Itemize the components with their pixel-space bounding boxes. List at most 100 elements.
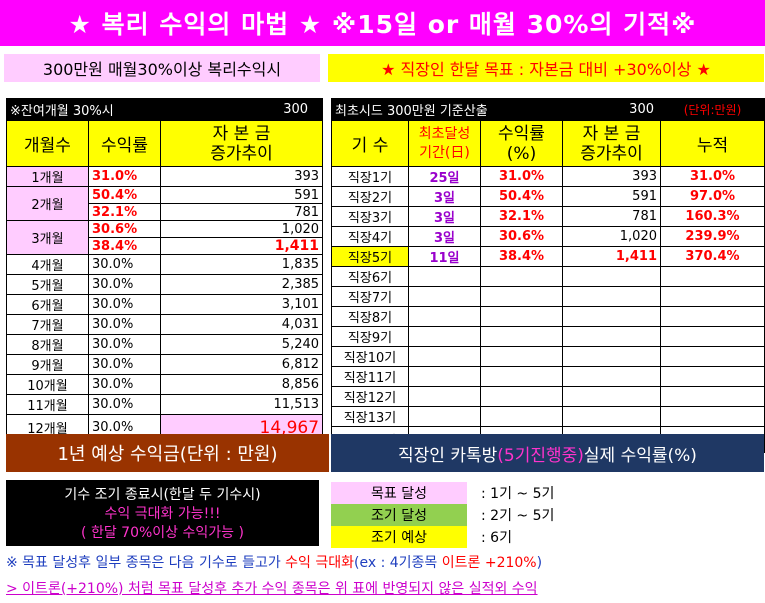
- header-period: 기 수: [331, 120, 409, 167]
- cumulative-cell: 160.3%: [660, 206, 765, 227]
- capital-cell: 1,411: [160, 237, 324, 255]
- month-cell: 10개월: [6, 374, 89, 395]
- rate-cell: 30.6%: [87, 220, 162, 238]
- rate-cell: 50.4%: [87, 186, 162, 204]
- month-cell: 8개월: [6, 334, 89, 355]
- unit-label: (단위:만원): [660, 98, 765, 121]
- status-legend: 목표 달성 : 1기 ~ 5기 조기 달성 : 2기 ~ 5기 조기 예상 : …: [331, 482, 764, 548]
- rate-cell: 32.1%: [87, 203, 162, 221]
- cumulative-cell: 97.0%: [660, 186, 765, 207]
- capital-cell: 1,411: [562, 246, 661, 267]
- legend-value: : 1기 ~ 5기: [481, 486, 555, 502]
- month-cell: 11개월: [6, 394, 89, 415]
- left-table-title: ※잔여개월 30%시: [5, 98, 162, 121]
- capital-cell: 11,513: [160, 394, 324, 415]
- header-rate: 수익률: [87, 120, 162, 167]
- rate-cell: 38.4%: [87, 237, 162, 255]
- month-cell: 6개월: [6, 294, 89, 315]
- period-cell: 직장12기: [331, 386, 409, 407]
- period-cell-current: 직장5기: [331, 246, 409, 267]
- period-cell: 직장2기: [331, 186, 409, 207]
- legend-label: 조기 예상: [331, 526, 467, 548]
- rate-cell: 30.0%: [87, 274, 162, 295]
- capital-cell: 5,240: [160, 334, 324, 355]
- header-months: 개월수: [6, 120, 89, 167]
- rate-cell: 30.0%: [87, 314, 162, 335]
- rate-cell: 30.0%: [87, 294, 162, 315]
- capital-cell: 591: [160, 186, 324, 204]
- subtitle-right: ★ 직장인 한달 목표 : 자본금 대비 +30%이상 ★: [328, 54, 764, 82]
- period-cell: 직장13기: [331, 406, 409, 427]
- legend-label: 목표 달성: [331, 482, 467, 504]
- subtitle-left: 300만원 매월30%이상 복리수익시: [4, 54, 320, 82]
- cumulative-cell: 239.9%: [660, 226, 765, 247]
- capital-cell: 393: [160, 166, 324, 187]
- capital-cell: 1,835: [160, 254, 324, 275]
- rate-cell: 31.0%: [87, 166, 162, 187]
- legend-value: : 2기 ~ 5기: [481, 508, 555, 524]
- period-cell: 직장8기: [331, 306, 409, 327]
- month-cell: 1개월: [6, 166, 89, 187]
- rate-cell: 30.0%: [87, 394, 162, 415]
- rate-cell: 30.6%: [480, 226, 563, 247]
- rate-cell: 30.0%: [87, 334, 162, 355]
- period-cell: 직장11기: [331, 366, 409, 387]
- cumulative-cell: 370.4%: [660, 246, 765, 267]
- capital-cell: 393: [562, 166, 661, 187]
- capital-cell: 591: [562, 186, 661, 207]
- left-table-seed: 300: [160, 98, 324, 121]
- month-cell: 7개월: [6, 314, 89, 335]
- early-end-box: 기수 조기 종료시(한달 두 기수시) 수익 극대화 가능!!! ( 한달 70…: [6, 480, 319, 546]
- capital-cell: 8,856: [160, 374, 324, 395]
- capital-cell: 1,020: [562, 226, 661, 247]
- capital-cell: 2,385: [160, 274, 324, 295]
- header-capital: 자 본 금 증가추이: [562, 120, 661, 167]
- days-cell: 3일: [408, 226, 481, 247]
- month-cell: 3개월: [6, 220, 89, 255]
- capital-cell: 3,101: [160, 294, 324, 315]
- days-cell: 25일: [408, 166, 481, 187]
- header-capital: 자 본 금 증가추이: [160, 120, 324, 167]
- capital-cell: 781: [562, 206, 661, 227]
- early-end-line2: 수익 극대화 가능!!!: [104, 506, 221, 522]
- period-cell: 직장7기: [331, 286, 409, 307]
- navy-bar-text-b: (5기진행중): [497, 445, 584, 466]
- days-cell: 3일: [408, 206, 481, 227]
- right-table-title: 최초시드 300만원 기준산출: [331, 98, 563, 121]
- page-banner: ★ 복리 수익의 마법 ★ ※15일 or 매월 30%의 기적※: [0, 0, 765, 46]
- cumulative-cell: 31.0%: [660, 166, 765, 187]
- month-cell: 5개월: [6, 274, 89, 295]
- period-cell: 직장6기: [331, 266, 409, 287]
- rate-cell: 30.0%: [87, 374, 162, 395]
- navy-bar-text-a: 직장인 카톡방: [398, 445, 498, 466]
- capital-cell: 6,812: [160, 354, 324, 375]
- header-cumulative: 누적: [660, 120, 765, 167]
- capital-cell: 1,020: [160, 220, 324, 238]
- monthly-compound-table: ※잔여개월 30%시 300 개월수 수익률 자 본 금 증가추이 1개월 31.…: [5, 98, 324, 441]
- rate-cell: 38.4%: [480, 246, 563, 267]
- period-cell: 직장10기: [331, 346, 409, 367]
- days-cell: 11일: [408, 246, 481, 267]
- footnote-1: ※ 목표 달성후 일부 종목은 다음 기수로 들고가 수익 극대화(ex : 4…: [6, 555, 543, 571]
- right-table-seed: 300: [562, 98, 661, 121]
- footnote-2: > 이트론(+210%) 처럼 목표 달성후 추가 수익 종목은 위 표에 반영…: [6, 581, 538, 597]
- early-end-line3: ( 한달 70%이상 수익가능 ): [81, 525, 244, 541]
- rate-cell: 32.1%: [480, 206, 563, 227]
- period-cell: 직장4기: [331, 226, 409, 247]
- header-days: 최초달성 기간(日): [408, 120, 481, 167]
- legend-value: : 6기: [481, 530, 512, 546]
- navy-bar-text-c: 실제 수익률(%): [583, 445, 697, 466]
- rate-cell: 30.0%: [87, 254, 162, 275]
- early-end-line1: 기수 조기 종료시(한달 두 기수시): [64, 487, 261, 503]
- annual-estimate-bar: 1년 예상 수익금(단위 : 만원): [6, 434, 329, 472]
- period-cell: 직장3기: [331, 206, 409, 227]
- header-rate: 수익률 (%): [480, 120, 563, 167]
- rate-cell: 30.0%: [87, 354, 162, 375]
- period-cell: 직장1기: [331, 166, 409, 187]
- capital-cell: 781: [160, 203, 324, 221]
- capital-cell: 4,031: [160, 314, 324, 335]
- legend-label: 조기 달성: [331, 504, 467, 526]
- month-cell: 4개월: [6, 254, 89, 275]
- period-cell: 직장9기: [331, 326, 409, 347]
- period-results-table: 최초시드 300만원 기준산출 300 (단위:만원) 기 수 최초달성 기간(日…: [331, 98, 765, 453]
